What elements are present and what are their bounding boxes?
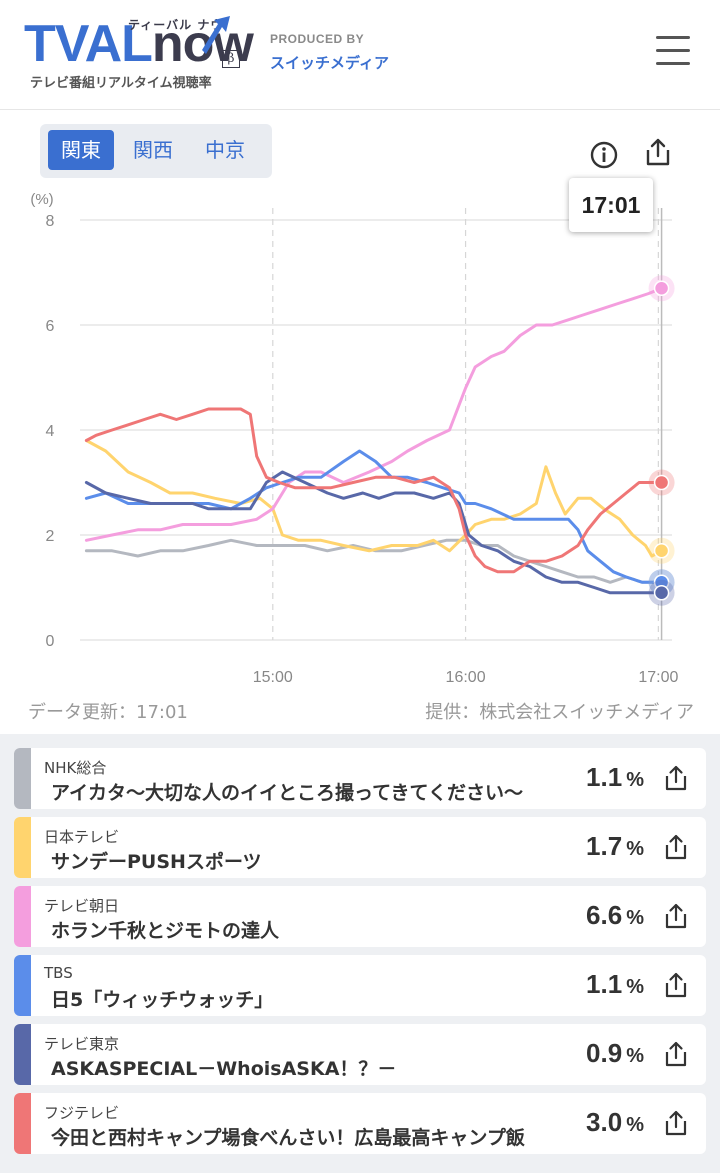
logo-subtitle: テレビ番組リアルタイム視聴率 [30, 76, 212, 91]
produced-by-name[interactable]: スイッチメディア [270, 54, 389, 72]
tab-kansai[interactable]: 関西 [133, 138, 173, 162]
channel-card-nhk[interactable]: NHK総合アイカタ〜大切な人のイイところ撮ってきてください〜 1.1% [14, 748, 706, 809]
channel-name: NHK総合 [44, 759, 107, 777]
tvalnow-logo[interactable]: TVALnow ティーバル ナウ β テレビ番組リアルタイム視聴率 [24, 14, 254, 94]
y-tick-label: 8 [46, 213, 55, 230]
channel-color-bar [14, 1024, 31, 1085]
channel-card-tv-tokyo[interactable]: テレビ東京 ASKASPECIAL－WhoisASKA！？－ 0.9% [14, 1024, 706, 1085]
share-icon[interactable] [660, 1038, 692, 1070]
logo-wordmark: TVALnow [24, 15, 254, 73]
program-title: ASKASPECIAL－WhoisASKA！？－ [51, 1058, 397, 1080]
series-line-4 [84, 470, 664, 595]
x-tick-label: 17:00 [638, 669, 678, 686]
y-unit-label: (%) [30, 191, 53, 208]
logo-beta-badge: β [222, 50, 240, 68]
channel-color-bar [14, 886, 31, 947]
series-endpoint-marker [653, 585, 670, 601]
channel-name: テレビ東京 [44, 1035, 120, 1053]
channel-color-bar [14, 817, 31, 878]
program-title: ホラン千秋とジモトの達人 [51, 920, 280, 942]
rating-value: 6.6% [586, 900, 644, 931]
y-tick-label: 4 [46, 423, 55, 440]
hamburger-menu-icon[interactable] [656, 36, 692, 68]
rating-unit: % [626, 1045, 644, 1067]
program-title: アイカタ〜大切な人のイイところ撮ってきてください〜 [51, 782, 523, 804]
rating-unit: % [626, 769, 644, 791]
channel-color-bar [14, 748, 31, 809]
tab-kanto[interactable]: 関東 [48, 130, 114, 170]
channel-color-bar [14, 955, 31, 1016]
rating-unit: % [626, 976, 644, 998]
x-tick-label: 15:00 [253, 669, 293, 686]
channel-card-tv-asahi[interactable]: テレビ朝日ホラン千秋とジモトの達人 6.6% [14, 886, 706, 947]
rating-number: 1.1 [586, 969, 623, 999]
rating-number: 0.9 [586, 1038, 623, 1068]
channel-name: TBS [44, 964, 73, 982]
rating-value: 1.1% [586, 969, 644, 1000]
y-tick-label: 2 [46, 528, 55, 545]
app-header: TVALnow ティーバル ナウ β テレビ番組リアルタイム視聴率 PRODUC… [0, 0, 720, 110]
channel-color-bar [14, 1093, 31, 1154]
channel-name: 日本テレビ [44, 828, 120, 846]
info-icon[interactable] [586, 137, 622, 173]
channel-card-tbs[interactable]: TBS 日5「ウィッチウォッチ」 1.1% [14, 955, 706, 1016]
program-title: サンデーPUSHスポーツ [51, 851, 262, 873]
channel-name: フジテレビ [44, 1104, 120, 1122]
channel-card-ntv[interactable]: 日本テレビサンデーPUSHスポーツ 1.7% [14, 817, 706, 878]
rating-value: 0.9% [586, 1038, 644, 1069]
series-line-1 [84, 439, 664, 558]
program-title: 今田と西村キャンプ場食べんさい！広島最高キャンプ飯 [51, 1127, 525, 1149]
data-update-time: データ更新：17:01 [28, 702, 188, 723]
series-endpoint-marker [653, 280, 670, 296]
produced-by: PRODUCED BY スイッチメディア [270, 32, 389, 73]
produced-by-label: PRODUCED BY [270, 32, 365, 46]
y-tick-label: 6 [46, 318, 55, 335]
program-title: 日5「ウィッチウォッチ」 [51, 989, 274, 1011]
data-provider: 提供：株式会社スイッチメディア [425, 702, 694, 723]
channel-list: NHK総合 アイカタ〜大切な人のイイところ撮ってきてください〜 1.1% 日本テレビサ… [0, 734, 720, 1173]
logo-arrow-icon [202, 16, 230, 54]
share-icon[interactable] [660, 831, 692, 863]
series-line-3 [84, 449, 664, 584]
y-tick-label: 0 [46, 633, 55, 650]
channel-name: テレビ朝日 [44, 897, 120, 915]
series-endpoint-marker [653, 474, 670, 491]
logo-kana: ティーバル ナウ [128, 18, 224, 32]
share-icon[interactable] [640, 134, 676, 170]
current-time-tooltip: 17:01 [569, 178, 653, 232]
series-endpoint-marker [653, 543, 670, 559]
x-tick-label: 16:00 [446, 669, 486, 686]
rating-number: 6.6 [586, 900, 623, 930]
share-icon[interactable] [660, 1107, 692, 1139]
share-icon[interactable] [660, 969, 692, 1001]
rating-value: 3.0% [586, 1107, 644, 1138]
share-icon[interactable] [660, 762, 692, 794]
series-line-2 [84, 286, 664, 542]
series-line-5 [84, 407, 664, 574]
rating-number: 1.1 [586, 762, 623, 792]
series-line-0 [84, 538, 664, 584]
rating-number: 3.0 [586, 1107, 623, 1137]
rating-number: 1.7 [586, 831, 623, 861]
rating-unit: % [626, 907, 644, 929]
rating-value: 1.1% [586, 762, 644, 793]
rating-unit: % [626, 1114, 644, 1136]
share-icon[interactable] [660, 900, 692, 932]
rating-unit: % [626, 838, 644, 860]
region-tabs: 関東 関西 中京 [40, 124, 272, 178]
rating-value: 1.7% [586, 831, 644, 862]
tab-chukyo[interactable]: 中京 [205, 138, 245, 162]
ratings-line-chart[interactable]: 0 2 4 6 8 (%) 15:00 16:00 17:00 [0, 180, 720, 690]
channel-card-fuji[interactable]: フジテレビ今田と西村キャンプ場食べんさい！広島最高キャンプ飯 3.0% [14, 1093, 706, 1154]
